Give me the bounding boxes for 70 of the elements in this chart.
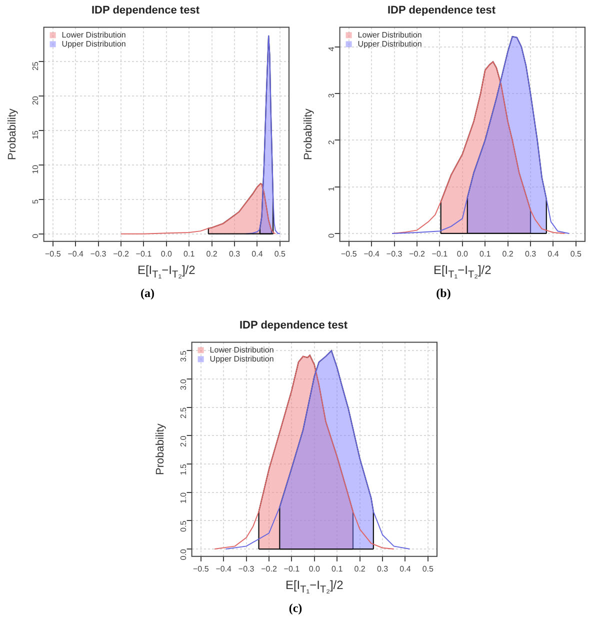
text: (a) — [140, 286, 156, 301]
x-axis-title: E[I$_{T₁}$−I$_{T₂}$]/2 — [285, 578, 344, 596]
legend-label: Upper Distribution — [358, 39, 422, 48]
x-tick-label: 0.3 — [228, 249, 241, 258]
x-tick-label: −0.4 — [68, 249, 84, 258]
y-tick-label: 0.0 — [179, 548, 188, 560]
x-tick-label: 0.3 — [524, 249, 537, 258]
x-tick-label: −0.3 — [90, 249, 107, 258]
legend-label: Lower Distribution — [62, 30, 126, 40]
x-tick-label: −0.1 — [136, 249, 152, 258]
y-tick-label: 2 — [327, 140, 336, 145]
y-tick-label: 2.0 — [179, 435, 188, 447]
x-tick-label: 0.1 — [332, 564, 344, 574]
y-tick-label: 5 — [31, 198, 40, 204]
y-axis-title: Probability — [154, 423, 167, 475]
x-tick-label: 0.1 — [480, 249, 492, 258]
x-tick-label: −0.2 — [261, 564, 278, 574]
x-tick-label: 0.5 — [274, 249, 286, 258]
y-axis-title: Probability — [302, 108, 315, 160]
x-tick-label: −0.5 — [192, 564, 210, 574]
x-tick-label: −0.4 — [216, 564, 232, 574]
x-tick-label: −0.5 — [340, 249, 358, 258]
y-tick-label: 10 — [31, 164, 40, 174]
legend-label: Lower Distribution — [358, 30, 422, 40]
y-tick-label: 0 — [327, 232, 336, 238]
y-axis-title: Probability — [6, 108, 19, 160]
x-tick-label: 0.0 — [160, 249, 173, 258]
y-tick-label: 4 — [327, 46, 336, 52]
x-tick-label: 0.2 — [206, 249, 218, 258]
legend-label: Upper Distribution — [210, 354, 274, 364]
chart-title: IDP dependence test — [388, 4, 496, 17]
x-tick-label: 0.0 — [456, 249, 469, 258]
y-tick-label: 1 — [327, 186, 336, 192]
x-tick-label: 0.4 — [252, 249, 264, 258]
x-tick-label: −0.4 — [364, 249, 380, 258]
y-tick-label: 2.5 — [179, 406, 188, 418]
y-tick-label: 1.0 — [179, 492, 188, 504]
x-axis-title: E[I$_{T₁}$−I$_{T₂}$]/2 — [433, 263, 492, 280]
x-tick-label: 0.5 — [422, 564, 434, 574]
x-tick-label: −0.3 — [386, 249, 403, 258]
y-tick-label: 1.5 — [179, 463, 188, 476]
chart-title: IDP dependence test — [240, 320, 348, 332]
y-tick-label: 0 — [31, 233, 40, 238]
text: (b) — [435, 286, 452, 301]
x-tick-label: 0.5 — [570, 249, 582, 258]
y-tick-label: 15 — [31, 130, 40, 140]
x-tick-label: −0.1 — [284, 564, 300, 574]
x-tick-label: 0.2 — [354, 564, 366, 574]
y-tick-label: 3.0 — [179, 378, 188, 390]
x-tick-label: −0.2 — [113, 249, 130, 258]
y-tick-label: 0.5 — [179, 520, 188, 532]
x-tick-label: 0.2 — [502, 249, 514, 258]
x-tick-label: −0.5 — [44, 249, 62, 258]
text: (c) — [288, 601, 304, 616]
y-tick-label: 25 — [31, 61, 40, 71]
x-tick-label: 0.4 — [400, 564, 412, 574]
legend-label: Lower Distribution — [210, 345, 274, 354]
x-tick-label: 0.1 — [184, 249, 196, 258]
chart-title: IDP dependence test — [92, 4, 200, 17]
x-tick-label: −0.2 — [409, 249, 426, 258]
x-axis-title: E[I$_{T₁}$−I$_{T₂}$]/2 — [137, 263, 196, 280]
x-tick-label: −0.1 — [432, 249, 448, 258]
y-tick-label: 3.5 — [179, 350, 188, 362]
legend-label: Upper Distribution — [62, 39, 126, 48]
x-tick-label: −0.3 — [238, 564, 255, 574]
x-tick-label: 0.0 — [308, 564, 321, 574]
y-tick-label: 20 — [31, 96, 40, 105]
x-tick-label: 0.3 — [376, 564, 389, 574]
x-tick-label: 0.4 — [548, 249, 560, 258]
y-tick-label: 3 — [327, 92, 336, 98]
